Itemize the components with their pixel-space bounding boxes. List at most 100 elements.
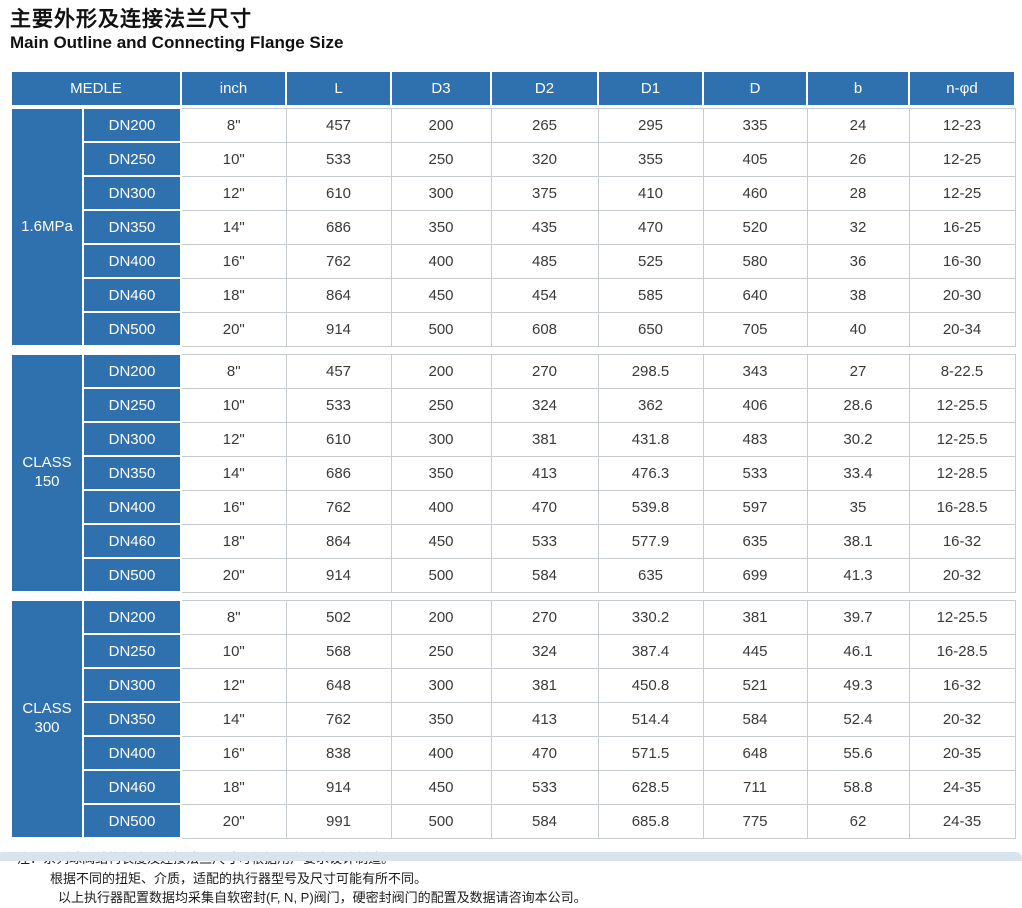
data-cell: 24	[806, 107, 910, 143]
data-cell: 8-22.5	[908, 353, 1016, 389]
data-cell: 525	[597, 243, 704, 279]
data-cell: 699	[702, 557, 808, 593]
table-row: DN460 18" 864 450 454 585 640 38 20-30	[11, 277, 1016, 314]
data-cell: 431.8	[597, 421, 704, 457]
data-cell: 355	[597, 141, 704, 177]
dn-cell: DN460	[82, 523, 182, 560]
data-cell: 24-35	[908, 769, 1016, 805]
data-cell: 250	[390, 141, 492, 177]
data-cell: 41.3	[806, 557, 910, 593]
data-cell: 413	[490, 701, 599, 737]
data-cell: 39.7	[806, 599, 910, 635]
dn-cell: DN250	[82, 633, 182, 670]
data-cell: 991	[285, 803, 392, 839]
data-cell: 52.4	[806, 701, 910, 737]
page-title-chinese: 主要外形及连接法兰尺寸	[10, 8, 252, 31]
data-cell: 12-25.5	[908, 599, 1016, 635]
data-cell: 585	[597, 277, 704, 313]
data-cell: 16-30	[908, 243, 1016, 279]
data-cell: 40	[806, 311, 910, 347]
data-cell: 24-35	[908, 803, 1016, 839]
data-cell: 12-25.5	[908, 421, 1016, 457]
dn-cell: DN200	[82, 599, 182, 636]
dn-cell: DN400	[82, 735, 182, 772]
data-cell: 762	[285, 243, 392, 279]
data-cell: 533	[490, 523, 599, 559]
table-row: DN350 14" 686 350 413 476.3 533 33.4 12-28.5	[11, 455, 1016, 492]
data-cell: 14"	[180, 701, 287, 737]
data-cell: 914	[285, 557, 392, 593]
data-cell: 16-25	[908, 209, 1016, 245]
group-label-cell: CLASS 150	[10, 353, 84, 594]
data-cell: 435	[490, 209, 599, 245]
data-cell: 62	[806, 803, 910, 839]
data-cell: 200	[390, 107, 492, 143]
data-cell: 705	[702, 311, 808, 347]
data-cell: 58.8	[806, 769, 910, 805]
table-row: DN400 16" 762 400 470 539.8 597 35 16-28.5	[11, 489, 1016, 526]
data-cell: 27	[806, 353, 910, 389]
data-cell: 413	[490, 455, 599, 491]
data-cell: 410	[597, 175, 704, 211]
data-cell: 650	[597, 311, 704, 347]
data-cell: 300	[390, 175, 492, 211]
data-cell: 685.8	[597, 803, 704, 839]
data-cell: 381	[490, 421, 599, 457]
table-row: DN250 10" 568 250 324 387.4 445 46.1 16-28.5	[11, 633, 1016, 670]
data-cell: 470	[490, 735, 599, 771]
data-cell: 457	[285, 107, 392, 143]
data-cell: 200	[390, 599, 492, 635]
data-cell: 387.4	[597, 633, 704, 669]
data-cell: 914	[285, 311, 392, 347]
data-cell: 350	[390, 455, 492, 491]
data-cell: 16-28.5	[908, 633, 1016, 669]
data-cell: 265	[490, 107, 599, 143]
data-cell: 571.5	[597, 735, 704, 771]
dn-cell: DN500	[82, 557, 182, 594]
table-row: DN500 20" 991 500 584 685.8 775 62 24-35	[11, 803, 1016, 840]
data-cell: 485	[490, 243, 599, 279]
data-cell: 406	[702, 387, 808, 423]
table-row: DN300 12" 610 300 375 410 460 28 12-25	[11, 175, 1016, 212]
data-cell: 18"	[180, 523, 287, 559]
dn-cell: DN400	[82, 489, 182, 526]
data-cell: 250	[390, 387, 492, 423]
data-cell: 580	[702, 243, 808, 279]
data-cell: 520	[702, 209, 808, 245]
data-cell: 300	[390, 421, 492, 457]
data-cell: 12"	[180, 175, 287, 211]
data-cell: 762	[285, 701, 392, 737]
data-cell: 533	[490, 769, 599, 805]
data-cell: 20-30	[908, 277, 1016, 313]
table-row: CLASS 300 DN200 8" 502 200 270 330.2 381 39.7 12-…	[10, 599, 1016, 840]
data-cell: 18"	[180, 769, 287, 805]
data-cell: 10"	[180, 633, 287, 669]
data-cell: 55.6	[806, 735, 910, 771]
data-cell: 648	[702, 735, 808, 771]
data-cell: 500	[390, 803, 492, 839]
table-row: DN400 16" 762 400 485 525 580 36 16-30	[11, 243, 1016, 280]
data-cell: 400	[390, 489, 492, 525]
data-cell: 584	[702, 701, 808, 737]
table-row: DN460 18" 864 450 533 577.9 635 38.1 16-32	[11, 523, 1016, 560]
data-cell: 330.2	[597, 599, 704, 635]
data-cell: 28	[806, 175, 910, 211]
data-cell: 460	[702, 175, 808, 211]
data-cell: 38.1	[806, 523, 910, 559]
data-cell: 8"	[180, 107, 287, 143]
data-cell: 49.3	[806, 667, 910, 703]
data-cell: 16-32	[908, 523, 1016, 559]
data-cell: 400	[390, 243, 492, 279]
table-row: 1.6MPa DN200 8" 457 200 265 295 335 24 12-23	[10, 107, 1016, 348]
data-cell: 16-28.5	[908, 489, 1016, 525]
data-cell: 350	[390, 701, 492, 737]
data-cell: 628.5	[597, 769, 704, 805]
data-cell: 476.3	[597, 455, 704, 491]
data-cell: 457	[285, 353, 392, 389]
data-cell: 12-23	[908, 107, 1016, 143]
data-cell: 8"	[180, 353, 287, 389]
data-cell: 400	[390, 735, 492, 771]
